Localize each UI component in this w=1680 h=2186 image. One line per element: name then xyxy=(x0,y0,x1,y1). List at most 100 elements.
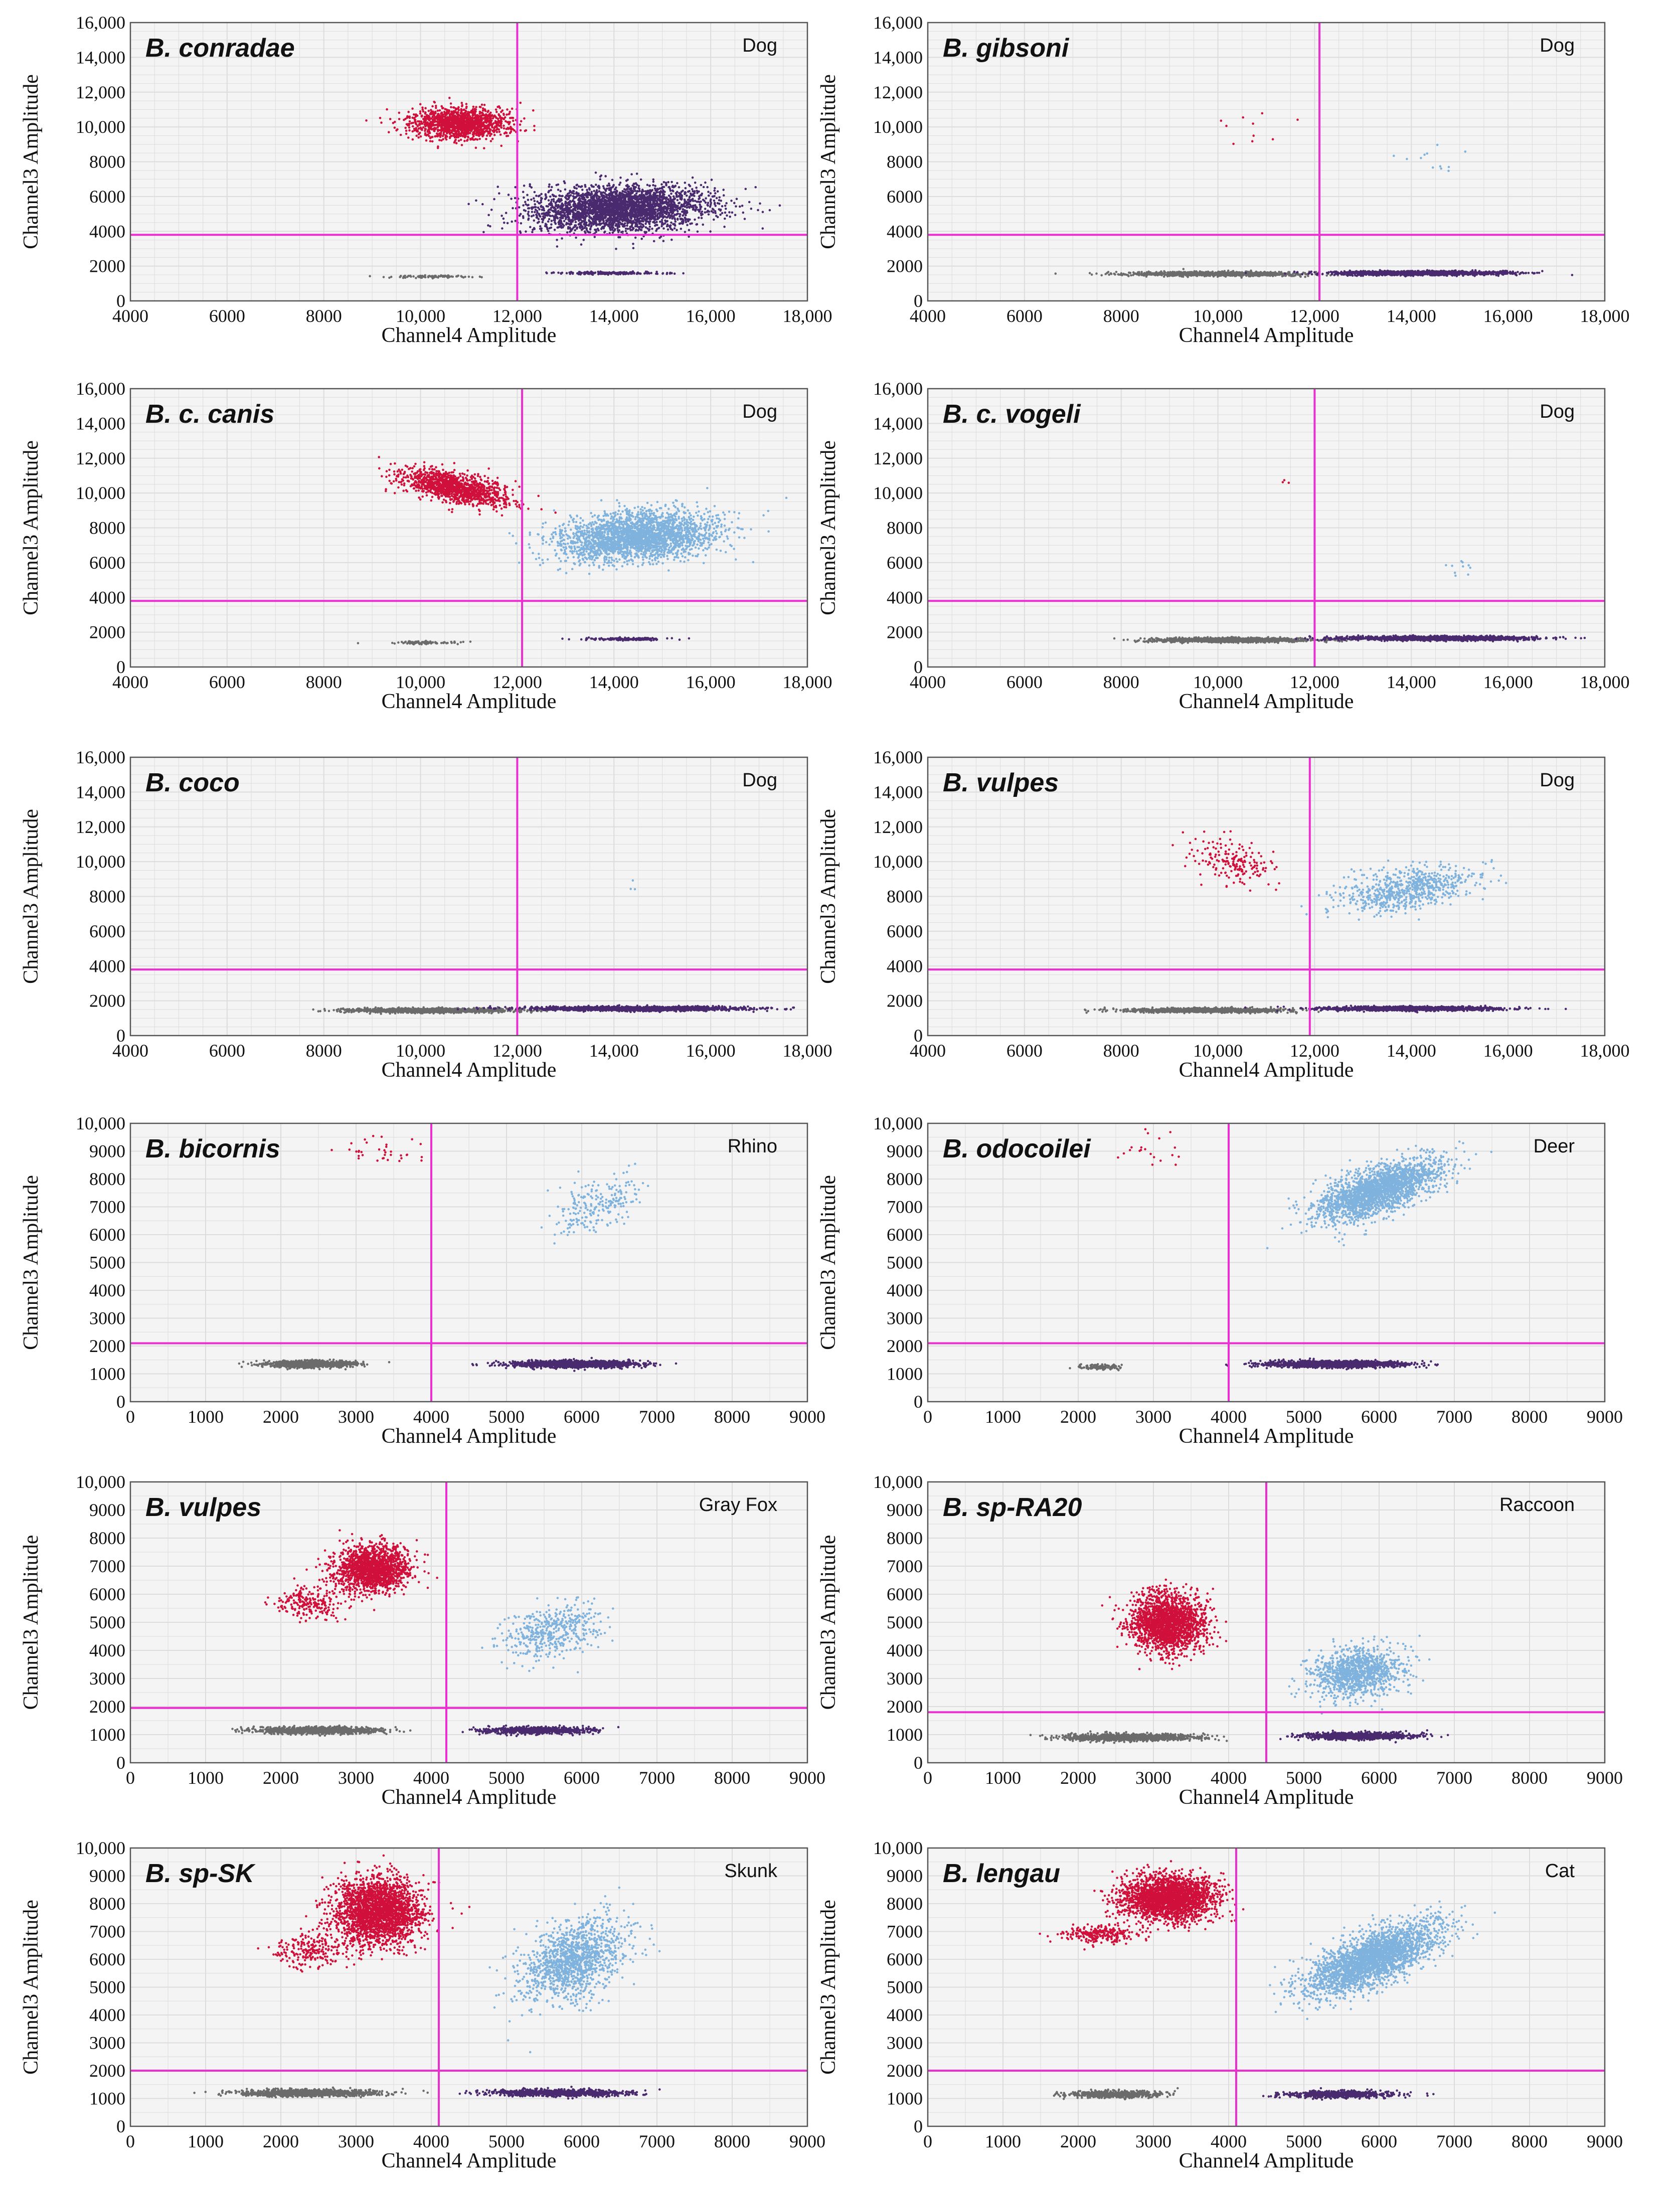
cluster-negative xyxy=(1069,1363,1123,1372)
y-axis-title: Channel3 Amplitude xyxy=(20,1900,43,2075)
y-tick-label: 6000 xyxy=(887,1225,923,1245)
y-tick-label: 0 xyxy=(914,657,923,677)
x-tick-label: 7000 xyxy=(1436,1407,1472,1427)
y-tick-label: 12,000 xyxy=(873,448,923,468)
droplet-points xyxy=(1225,1357,1439,1371)
y-tick-label: 10,000 xyxy=(76,1472,125,1492)
species-title: B. odocoilei xyxy=(943,1134,1091,1163)
droplet-points xyxy=(315,1529,438,1611)
x-axis-title: Channel4 Amplitude xyxy=(382,1425,557,1448)
x-tick-label: 1000 xyxy=(188,1407,224,1427)
species-title: B. bicornis xyxy=(145,1134,280,1163)
host-label: Skunk xyxy=(724,1861,778,1882)
x-tick-label: 9000 xyxy=(1587,1768,1623,1788)
plot-frame xyxy=(927,388,1606,668)
y-tick-label: 10,000 xyxy=(76,852,125,872)
x-tick-label: 16,000 xyxy=(686,1041,736,1061)
x-tick-label: 18,000 xyxy=(783,672,832,692)
x-axis-title: Channel4 Amplitude xyxy=(382,690,557,713)
droplet-points xyxy=(193,2086,429,2099)
y-axis-title: Channel3 Amplitude xyxy=(20,1535,43,1710)
droplet-points xyxy=(458,2085,661,2100)
droplet-points xyxy=(629,879,636,891)
species-title: B. gibsoni xyxy=(943,34,1070,63)
host-label: Dog xyxy=(742,401,777,422)
y-tick-label: 4000 xyxy=(89,587,125,607)
droplet-points xyxy=(1069,1363,1123,1372)
droplet-points xyxy=(369,274,483,280)
y-tick-label: 2000 xyxy=(89,991,125,1011)
x-tick-label: 7000 xyxy=(639,1768,675,1788)
cluster-negative xyxy=(238,1358,391,1371)
x-tick-label: 8000 xyxy=(1103,672,1139,692)
droplet-points xyxy=(545,270,685,276)
x-tick-label: 6000 xyxy=(209,672,245,692)
x-tick-label: 8000 xyxy=(306,306,342,326)
host-label: Dog xyxy=(742,770,777,791)
y-tick-label: 4000 xyxy=(887,221,923,241)
y-tick-label: 7000 xyxy=(89,1556,125,1576)
droplet-points xyxy=(561,636,691,642)
plot-4-b-c-vogeli-dog: 4000 6000 8000 10,000 12,000 14,000 16,000 18,0… xyxy=(817,379,1630,713)
x-tick-label: 1000 xyxy=(188,2131,224,2151)
cluster-channel3-only xyxy=(330,1134,423,1162)
y-tick-label: 0 xyxy=(914,291,923,311)
species-title: B. c. canis xyxy=(145,400,274,429)
cluster-double-positive xyxy=(1445,560,1471,577)
y-tick-label: 9000 xyxy=(887,1500,923,1520)
x-tick-label: 4000 xyxy=(910,672,946,692)
cluster-channel3-only xyxy=(1171,830,1280,892)
x-tick-label: 0 xyxy=(923,2131,932,2151)
x-tick-label: 16,000 xyxy=(686,672,736,692)
cluster-double-positive xyxy=(467,171,781,250)
cluster-channel4-only xyxy=(1244,1004,1567,1014)
cluster-negative xyxy=(1113,635,1353,644)
species-title: B. sp-SK xyxy=(145,1859,256,1888)
plot-9-b-vulpes-gray-fox: 0 1000 2000 3000 4000 5000 6000 7000 8000 9000 0 10… xyxy=(20,1472,825,1809)
x-tick-label: 5000 xyxy=(1286,1768,1322,1788)
plot-11-b-sp-sk-skunk: 0 1000 2000 3000 4000 5000 6000 7000 8000 9000 0 10… xyxy=(20,1838,825,2172)
cluster-negative xyxy=(231,1724,412,1737)
y-tick-label: 6000 xyxy=(89,553,125,573)
plot-frame xyxy=(927,1847,1606,2127)
droplet-points xyxy=(488,1886,661,2054)
y-tick-label: 0 xyxy=(116,1392,125,1412)
x-tick-label: 10,000 xyxy=(396,672,445,692)
x-axis-title: Channel4 Amplitude xyxy=(1179,1786,1354,1809)
x-tick-label: 7000 xyxy=(1436,1768,1472,1788)
y-tick-label: 16,000 xyxy=(873,379,923,399)
x-tick-label: 5000 xyxy=(488,1407,525,1427)
x-tick-label: 3000 xyxy=(338,1407,374,1427)
y-tick-label: 0 xyxy=(116,657,125,677)
x-tick-label: 4000 xyxy=(1211,2131,1247,2151)
y-axis-title: Channel3 Amplitude xyxy=(817,440,840,615)
cluster-negative xyxy=(193,2086,429,2099)
x-tick-label: 2000 xyxy=(1060,2131,1096,2151)
x-tick-label: 12,000 xyxy=(492,1041,542,1061)
y-axis-title: Channel3 Amplitude xyxy=(20,809,43,984)
plot-frame xyxy=(927,756,1606,1037)
droplet-points xyxy=(508,487,788,575)
x-tick-label: 2000 xyxy=(263,1768,299,1788)
x-tick-label: 2000 xyxy=(1060,1407,1096,1427)
x-tick-label: 12,000 xyxy=(1290,1041,1339,1061)
droplet-points xyxy=(1054,268,1384,279)
droplet-points xyxy=(1281,479,1290,484)
y-tick-label: 9000 xyxy=(89,1866,125,1886)
cluster-double-positive xyxy=(1266,1140,1493,1250)
x-tick-label: 9000 xyxy=(789,1768,825,1788)
y-tick-label: 8000 xyxy=(89,1528,125,1548)
droplet-points xyxy=(1113,635,1353,644)
y-tick-label: 2000 xyxy=(887,1336,923,1356)
y-tick-label: 5000 xyxy=(887,1612,923,1632)
x-tick-label: 14,000 xyxy=(589,1041,639,1061)
x-axis-title: Channel4 Amplitude xyxy=(382,1059,557,1082)
y-tick-label: 3000 xyxy=(89,2033,125,2053)
species-title: B. lengau xyxy=(943,1859,1060,1888)
cluster-channel4-only xyxy=(1295,634,1586,643)
x-tick-label: 8000 xyxy=(1511,1407,1548,1427)
cluster-channel4-only xyxy=(561,636,691,642)
x-tick-label: 4000 xyxy=(112,672,148,692)
x-tick-label: 0 xyxy=(126,2131,135,2151)
